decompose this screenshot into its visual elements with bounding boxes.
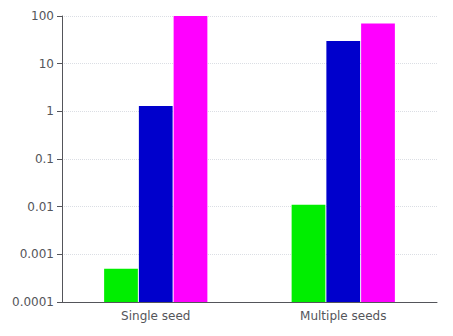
- svg-text:Multiple seeds: Multiple seeds: [300, 309, 386, 323]
- svg-text:0.0001: 0.0001: [12, 295, 54, 309]
- svg-text:100: 100: [31, 9, 54, 23]
- svg-text:0.01: 0.01: [27, 200, 54, 214]
- svg-text:0.1: 0.1: [35, 152, 54, 166]
- svg-text:0.001: 0.001: [20, 247, 54, 261]
- svg-text:Single seed: Single seed: [121, 309, 190, 323]
- svg-text:10: 10: [39, 57, 54, 71]
- svg-text:1: 1: [46, 104, 54, 118]
